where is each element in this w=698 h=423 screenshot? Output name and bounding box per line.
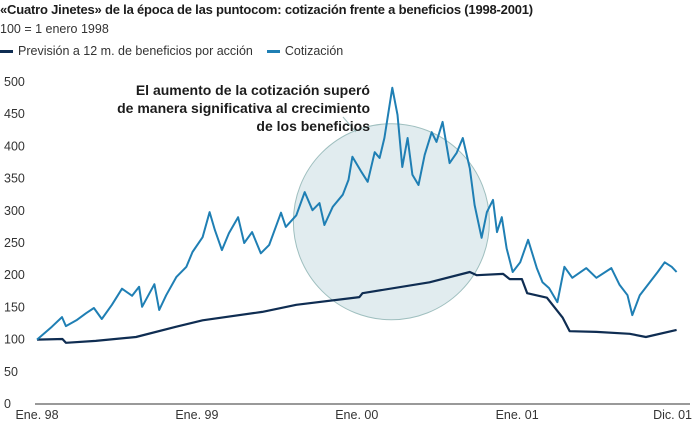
legend-label-eps: Previsión a 12 m. de beneficios por acci… [18, 44, 253, 58]
x-tick-label: Ene. 99 [175, 408, 218, 422]
highlight-circle [292, 123, 490, 321]
y-tick-label: 350 [4, 172, 25, 186]
y-tick-label: 150 [4, 300, 25, 314]
series-line-price [36, 86, 678, 341]
annotation-line: de manera significativa al crecimiento [117, 100, 370, 116]
annotation-line: de los beneficios [256, 118, 370, 134]
y-tick-label: 0 [4, 397, 11, 411]
y-tick-label: 100 [4, 333, 25, 347]
x-tick-label: Ene. 01 [496, 408, 539, 422]
x-tick-label: Ene. 00 [335, 408, 378, 422]
y-tick-label: 500 [4, 75, 25, 89]
chart-title: «Cuatro Jinetes» de la época de las punt… [0, 2, 533, 17]
y-tick-label: 250 [4, 236, 25, 250]
y-tick-label: 400 [4, 139, 25, 153]
x-tick-label: Dic. 01 [653, 408, 692, 422]
y-tick-label: 450 [4, 107, 25, 121]
legend-swatch-price [266, 49, 280, 53]
y-tick-label: 200 [4, 268, 25, 282]
legend-swatch-eps [0, 49, 13, 53]
annotation-line: El aumento de la cotización superó [136, 82, 370, 98]
legend: Previsión a 12 m. de beneficios por acci… [0, 44, 343, 58]
legend-label-price: Cotización [284, 44, 344, 58]
series-line-eps [36, 270, 677, 344]
x-tick-label: Ene. 98 [15, 408, 58, 422]
chart-subtitle: 100 = 1 enero 1998 [0, 22, 109, 36]
annotation-pointer [342, 116, 357, 133]
legend-item-eps: Previsión a 12 m. de beneficios por acci… [0, 44, 253, 58]
y-tick-label: 300 [4, 204, 25, 218]
y-tick-label: 50 [4, 365, 18, 379]
legend-item-price: Cotización [266, 44, 344, 58]
